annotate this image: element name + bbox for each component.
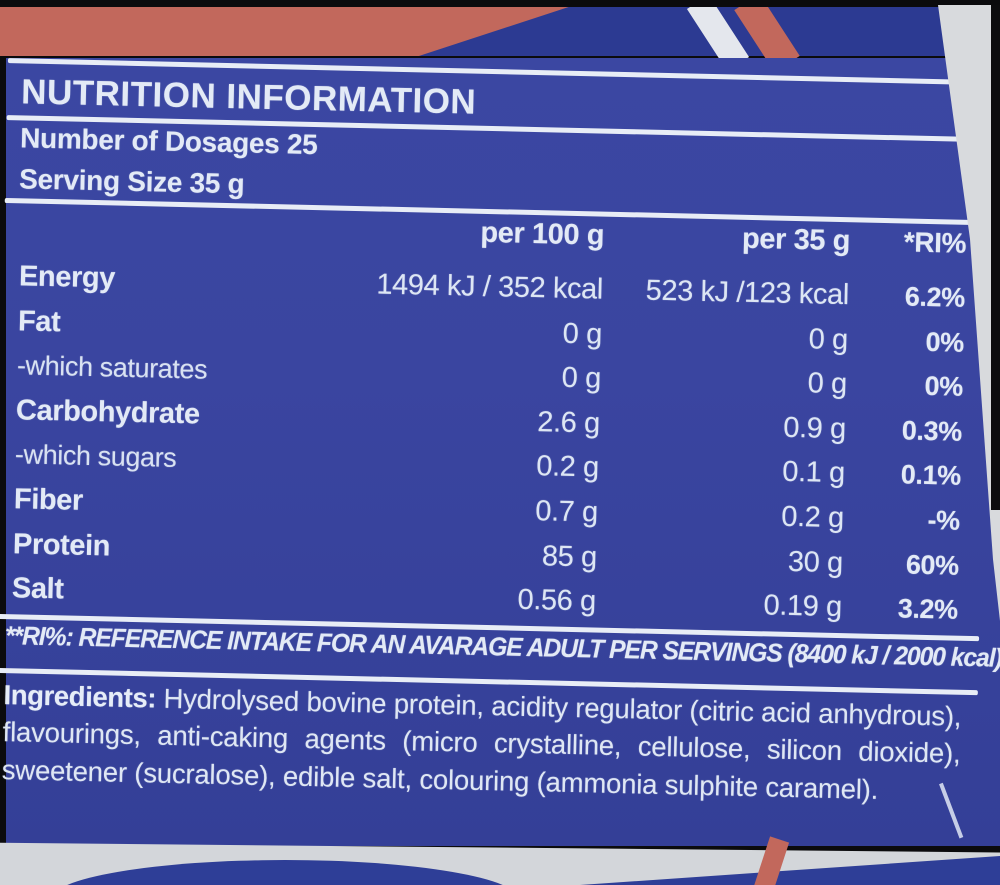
per100-value: 0 g xyxy=(562,317,603,351)
nutrient-name: Salt xyxy=(11,572,64,606)
ri-value: -% xyxy=(927,504,961,536)
per100-value: 0.7 g xyxy=(534,495,599,529)
ri-value: 60% xyxy=(905,549,960,581)
per100-value: 0 g xyxy=(561,361,602,395)
per100-value: 85 g xyxy=(541,539,598,574)
number-of-dosages: Number of Dosages 25 xyxy=(19,122,318,161)
nutrition-panel: NUTRITION INFORMATION Number of Dosages … xyxy=(0,58,1000,846)
per100-value: 0.56 g xyxy=(517,583,597,618)
per35-value: 523 kJ /123 kcal xyxy=(645,274,850,312)
ri-value: 0% xyxy=(925,326,965,358)
header-per-100g: per 100 g xyxy=(480,216,605,252)
per100-value: 0.2 g xyxy=(536,450,600,484)
nutrient-name: -which saturates xyxy=(16,350,208,385)
per35-value: 30 g xyxy=(787,545,844,579)
ingredients-paragraph: Ingredients: Hydrolysed bovine protein, … xyxy=(1,676,962,810)
nutrient-name: Energy xyxy=(18,260,116,295)
ri-value: 3.2% xyxy=(897,593,959,625)
header-ri-percent: *RI% xyxy=(903,226,967,259)
nutrient-name: Carbohydrate xyxy=(15,394,201,431)
photo-top-edge xyxy=(0,0,1000,7)
nutrient-name: -which sugars xyxy=(14,439,177,474)
ri-value: 0.3% xyxy=(901,415,963,447)
per35-value: 0 g xyxy=(807,367,848,401)
header-spacer xyxy=(2,204,343,248)
per100-value: 2.6 g xyxy=(537,405,601,440)
nutrition-table: Energy 1494 kJ / 352 kcal 523 kJ /123 kc… xyxy=(0,254,995,633)
nutrient-name: Fat xyxy=(17,304,61,338)
header-per-35g: per 35 g xyxy=(741,222,851,258)
photo-right-edge xyxy=(991,5,1000,510)
per35-value: 0.19 g xyxy=(763,589,843,624)
nutrient-name: Fiber xyxy=(13,483,84,517)
per35-value: 0 g xyxy=(808,322,849,356)
ri-value: 0.1% xyxy=(900,459,962,492)
panel-title: NUTRITION INFORMATION xyxy=(20,72,477,122)
nutrient-name: Protein xyxy=(12,527,111,563)
per35-value: 0.9 g xyxy=(782,411,847,445)
ingredients-label: Ingredients: xyxy=(3,679,157,714)
per100-value: 1494 kJ / 352 kcal xyxy=(376,268,604,306)
per35-value: 0.1 g xyxy=(781,456,846,490)
nutrition-panel-content: NUTRITION INFORMATION Number of Dosages … xyxy=(0,58,1000,868)
serving-size: Serving Size 35 g xyxy=(18,163,245,200)
ri-value: 6.2% xyxy=(904,281,966,313)
per35-value: 0.2 g xyxy=(780,500,845,535)
ri-value: 0% xyxy=(924,371,964,402)
